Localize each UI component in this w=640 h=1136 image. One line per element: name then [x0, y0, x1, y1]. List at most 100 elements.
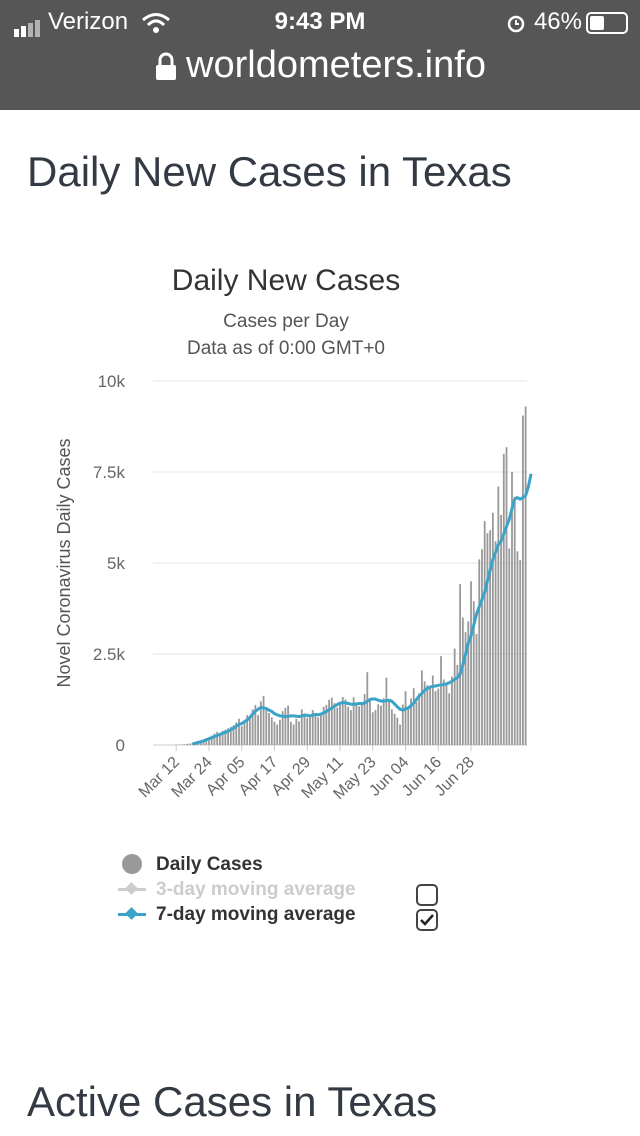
page-heading: Daily New Cases in Texas: [27, 148, 512, 195]
bar: [188, 743, 191, 745]
series-line-7day: [192, 473, 533, 746]
bar: [249, 717, 251, 745]
status-bar: Verizon 9:43 PM 46% worldometers.info: [0, 0, 640, 110]
bar: [227, 728, 229, 745]
bar: [289, 721, 292, 745]
bar: [486, 533, 489, 745]
bar: [317, 717, 320, 745]
legend-7day-average[interactable]: 7-day moving average: [118, 902, 458, 931]
check-icon: [420, 914, 434, 926]
bar: [309, 714, 311, 745]
bar: [524, 406, 527, 745]
y-tick-label: 7.5k: [93, 463, 126, 482]
bar: [407, 708, 410, 745]
y-tick-label: 0: [116, 736, 125, 755]
bar: [270, 717, 273, 745]
bar: [336, 707, 339, 745]
signal-icon: [14, 9, 42, 37]
bar: [415, 702, 418, 745]
y-tick-label: 2.5k: [93, 645, 126, 664]
bar: [314, 712, 317, 745]
address-bar[interactable]: worldometers.info: [0, 44, 640, 87]
bar: [451, 676, 453, 745]
bar: [404, 691, 407, 745]
wifi-icon: [141, 12, 170, 33]
battery-status: 46%: [506, 8, 628, 36]
bar: [232, 725, 235, 745]
bar: [431, 675, 434, 745]
bar: [371, 712, 374, 745]
legend-3day-average[interactable]: 3-day moving average: [118, 877, 458, 906]
bar: [298, 721, 300, 745]
bar: [273, 721, 276, 745]
carrier-status: Verizon: [14, 8, 171, 37]
bar: [251, 709, 254, 745]
bar: [257, 715, 260, 745]
bar: [208, 736, 210, 745]
chart-subtitle: Cases per Day: [223, 311, 349, 332]
bar: [350, 710, 352, 745]
bar: [287, 705, 290, 745]
bar: [366, 672, 369, 745]
bar: [464, 632, 467, 745]
bar: [268, 712, 270, 745]
carrier-name: Verizon: [48, 8, 129, 35]
y-tick-label: 10k: [98, 372, 126, 391]
toggle-3day-checkbox[interactable]: [416, 884, 438, 906]
bar: [494, 541, 497, 745]
bar: [475, 633, 478, 745]
legend-dot-icon: [122, 854, 142, 874]
bar: [229, 726, 232, 745]
chart-legend: Daily Cases 3-day moving average 7-day m…: [118, 852, 458, 931]
bar: [186, 743, 189, 745]
bar: [434, 691, 437, 745]
bar: [380, 705, 382, 745]
bar: [300, 709, 303, 745]
bar: [483, 521, 486, 745]
bar: [390, 709, 393, 745]
bar: [355, 704, 358, 745]
bar: [221, 730, 224, 745]
bar: [360, 702, 363, 745]
bar: [319, 715, 322, 745]
bar: [246, 715, 249, 745]
bar: [453, 648, 456, 745]
bar: [358, 706, 361, 745]
bar: [265, 710, 268, 745]
bar: [363, 694, 366, 745]
bar: [243, 720, 246, 745]
bar: [347, 706, 350, 745]
bar: [459, 584, 462, 745]
bar: [322, 706, 325, 745]
bar: [497, 486, 500, 745]
bar: [377, 704, 380, 745]
bar: [281, 711, 284, 745]
bar: [216, 731, 219, 745]
bar: [352, 697, 355, 745]
bar: [448, 693, 451, 745]
bar: [423, 681, 426, 745]
bar: [505, 447, 508, 745]
bar: [240, 726, 243, 745]
daily-cases-chart: 0 2.5k 5k 7.5k 10k Novel Coronavirus Daily Ca…: [54, 372, 533, 803]
bar: [341, 696, 344, 745]
bar: [369, 699, 371, 745]
bar: [410, 698, 412, 745]
bar: [420, 670, 423, 745]
bar: [401, 704, 404, 745]
chart-title: Daily New Cases: [171, 264, 401, 297]
bar: [295, 718, 298, 745]
bar: [254, 704, 257, 745]
bar: [467, 621, 470, 745]
bar: [180, 744, 183, 745]
bar: [344, 699, 347, 745]
bar: [328, 699, 330, 745]
bar: [511, 472, 513, 745]
legend-label: 7-day moving average: [156, 904, 356, 925]
bar: [500, 514, 502, 745]
bar: [284, 707, 287, 745]
legend-daily-cases[interactable]: Daily Cases: [118, 852, 458, 877]
bar: [440, 656, 442, 745]
legend-marker-icon: [125, 907, 138, 920]
toggle-7day-checkbox[interactable]: [416, 909, 438, 931]
